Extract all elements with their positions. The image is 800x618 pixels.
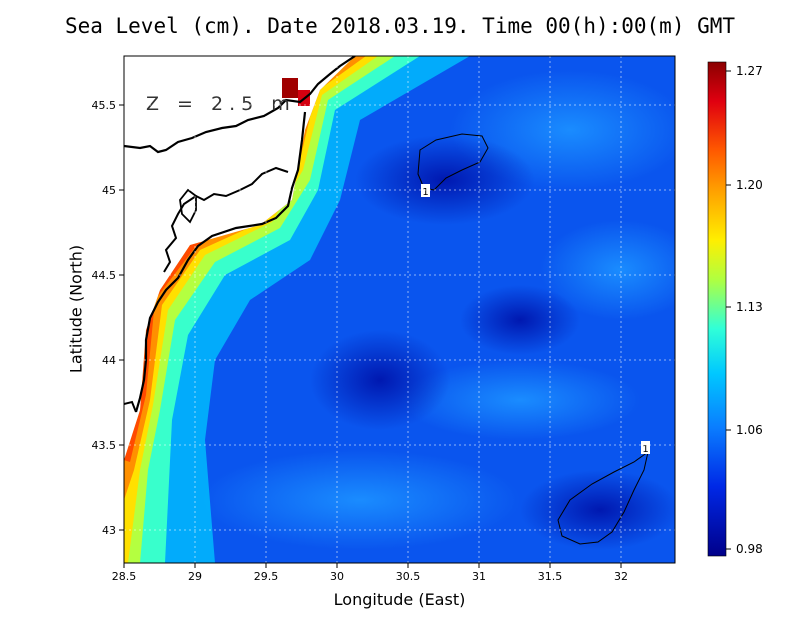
contour-label: 1	[642, 444, 648, 455]
x-tick-label: 30.5	[396, 570, 421, 583]
colorbar-tick-label: 1.06	[736, 423, 763, 437]
y-tick-label: 45	[102, 184, 116, 197]
y-tick-label: 45.5	[92, 99, 117, 112]
colorbar-tick-label: 1.13	[736, 300, 763, 314]
colorbar-tick-label: 1.27	[736, 64, 763, 78]
plot-frame	[123, 55, 676, 564]
colorbar-tick-label: 1.20	[736, 178, 763, 192]
coastline-lagoon	[163, 166, 289, 273]
colorbar-tick-label: 0.98	[736, 542, 763, 556]
contour-line	[557, 450, 649, 545]
x-tick-label: 32	[614, 570, 628, 583]
x-tick-label: 31.5	[538, 570, 563, 583]
x-axis-label: Longitude (East)	[333, 590, 466, 609]
coastline-west	[134, 111, 307, 413]
y-tick-label: 44.5	[92, 269, 117, 282]
x-tick-label: 31	[472, 570, 486, 583]
contour-label: 1	[422, 187, 428, 198]
y-tick-label: 44	[102, 354, 116, 367]
y-axis-label: Latitude (North)	[66, 244, 86, 374]
sea-level-field	[124, 56, 675, 563]
coastline-north	[124, 56, 356, 154]
x-tick-label: 29	[188, 570, 202, 583]
x-tick-label: 30	[330, 570, 344, 583]
x-tick-label: 29.5	[254, 570, 279, 583]
y-tick-label: 43	[102, 524, 116, 537]
colorbar: 1.27 1.20 1.13 1.06 0.98	[707, 61, 763, 557]
y-tick-label: 43.5	[92, 439, 117, 452]
grid	[124, 56, 675, 563]
map-title: Sea Level (cm). Date 2018.03.19. Time 00…	[64, 14, 736, 38]
x-tick-label: 28.5	[112, 570, 137, 583]
depth-label: Z = 2.5 m	[146, 93, 296, 115]
colorbar-scale	[707, 61, 727, 557]
